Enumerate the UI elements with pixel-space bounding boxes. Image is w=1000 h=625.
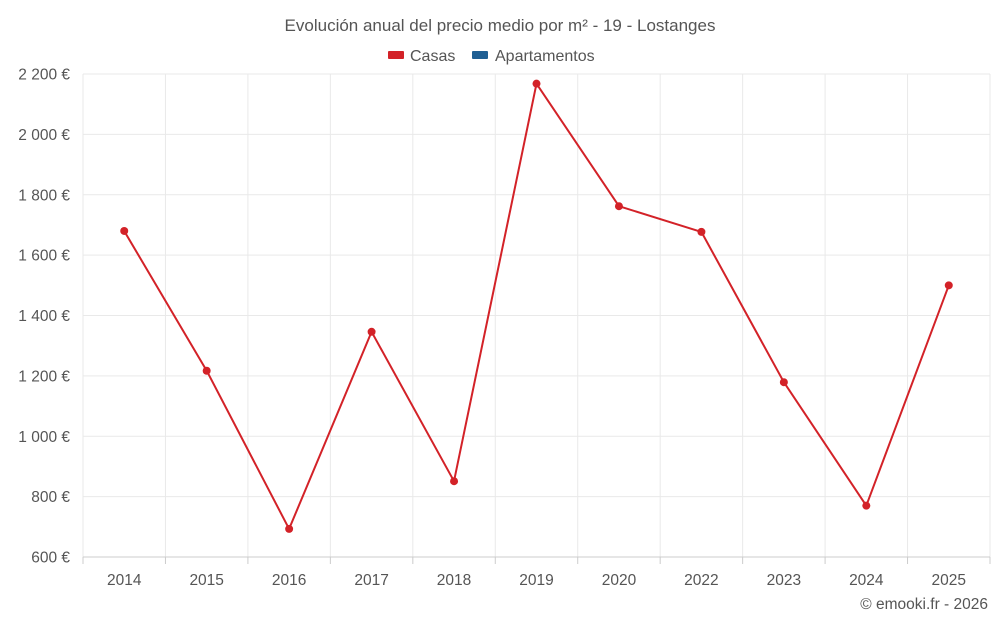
gridlines [82, 73, 991, 557]
x-tick-label: 2018 [437, 572, 471, 589]
y-tick-label: 1 200 € [18, 368, 70, 385]
data-point[interactable] [120, 226, 129, 235]
legend-swatch-casas [388, 51, 404, 59]
x-tick-label: 2015 [189, 572, 223, 589]
data-point[interactable] [202, 366, 211, 375]
data-point[interactable] [862, 501, 871, 510]
legend-item-casas[interactable]: Casas [388, 48, 455, 65]
y-tick-label: 600 € [31, 550, 70, 567]
data-point[interactable] [367, 327, 376, 336]
y-tick-label: 2 000 € [18, 127, 70, 144]
x-tick-label: 2016 [272, 572, 306, 589]
data-point[interactable] [944, 281, 953, 290]
x-tick-label: 2014 [107, 572, 142, 589]
axes: 600 € 800 € 1 000 € 1 200 € 1 400 € 1 600 € 1 … [18, 67, 991, 589]
y-tick-label: 1 600 € [18, 248, 70, 265]
x-tick-label: 2017 [354, 572, 388, 589]
chart-title: Evolución anual del precio medio por m² … [285, 16, 716, 35]
credit-text: © emooki.fr - 2026 [860, 596, 988, 613]
x-tick-label: 2025 [932, 572, 966, 589]
data-point[interactable] [779, 378, 788, 387]
data-point[interactable] [450, 477, 459, 486]
data-point[interactable] [697, 227, 706, 236]
x-tick-label: 2020 [602, 572, 637, 589]
legend-item-apartamentos[interactable]: Apartamentos [472, 48, 595, 65]
series-casas [120, 79, 953, 533]
data-point[interactable] [285, 524, 294, 533]
legend-swatch-apartamentos [472, 51, 488, 59]
y-tick-label: 1 800 € [18, 187, 70, 204]
x-tick-label: 2024 [849, 572, 884, 589]
x-tick-label: 2022 [684, 572, 718, 589]
y-tick-label: 2 200 € [18, 67, 70, 84]
data-point[interactable] [532, 79, 541, 88]
data-point[interactable] [614, 202, 623, 211]
y-tick-label: 800 € [31, 489, 70, 506]
legend-label-casas: Casas [410, 48, 455, 65]
x-tick-label: 2019 [519, 572, 553, 589]
y-tick-label: 1 000 € [18, 429, 70, 446]
y-tick-label: 1 400 € [18, 308, 70, 325]
legend: Casas Apartamentos [388, 48, 595, 65]
x-tick-label: 2023 [767, 572, 801, 589]
legend-label-apartamentos: Apartamentos [495, 48, 595, 65]
